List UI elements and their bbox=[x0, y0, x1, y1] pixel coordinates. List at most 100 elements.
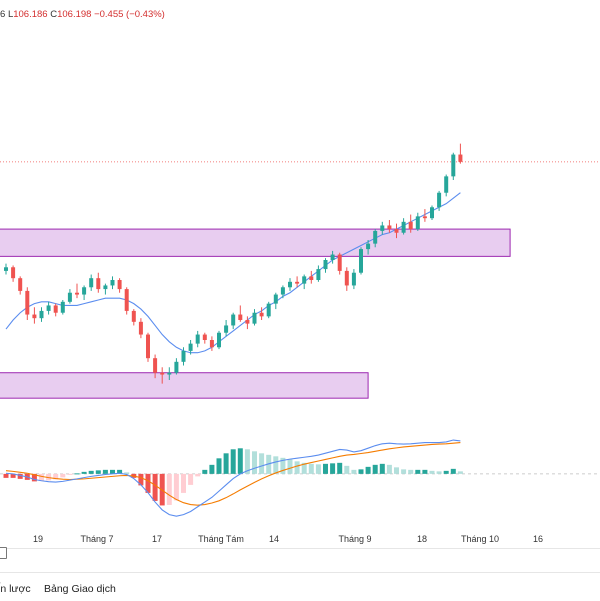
macd-histogram-bar bbox=[330, 463, 336, 474]
candle-body bbox=[25, 290, 30, 315]
macd-histogram-bar bbox=[273, 456, 279, 474]
macd-histogram-bar bbox=[301, 462, 307, 474]
macd-pane[interactable] bbox=[0, 428, 600, 528]
candle-body bbox=[167, 372, 172, 375]
macd-histogram-bar bbox=[386, 464, 392, 474]
macd-histogram-bar bbox=[152, 473, 158, 501]
candle-body bbox=[366, 243, 371, 250]
macd-histogram-bar bbox=[230, 449, 236, 474]
ohlc-legend: 6 L106.186 C106.198 −0.455 (−0.43%) bbox=[0, 9, 165, 20]
candle-body bbox=[451, 154, 456, 177]
candle-body bbox=[302, 276, 307, 284]
candle-body bbox=[4, 267, 8, 271]
macd-histogram-bar bbox=[450, 468, 456, 474]
macd-histogram-bar bbox=[280, 457, 286, 474]
candle-body bbox=[337, 254, 342, 271]
macd-histogram-bar bbox=[344, 465, 350, 474]
candle-body bbox=[344, 270, 349, 286]
macd-histogram-bar bbox=[237, 448, 243, 474]
low-key: L bbox=[7, 9, 14, 20]
candle-body bbox=[323, 260, 328, 270]
candle-body bbox=[217, 332, 221, 348]
macd-histogram-bar bbox=[88, 470, 94, 474]
tab-trading-panel[interactable]: Bảng Giao dịch bbox=[44, 583, 116, 595]
supply-demand-zone bbox=[0, 372, 369, 399]
macd-histogram-bar bbox=[401, 469, 407, 474]
x-tick-label: 16 bbox=[532, 534, 544, 544]
macd-histogram-bar bbox=[394, 467, 399, 474]
calendar-icon[interactable] bbox=[0, 547, 7, 559]
macd-histogram-bar bbox=[429, 470, 435, 474]
candle-body bbox=[32, 314, 37, 319]
macd-histogram-bar bbox=[294, 461, 300, 474]
macd-histogram-bar bbox=[53, 473, 59, 480]
candle-body bbox=[110, 280, 115, 286]
price-pane[interactable] bbox=[0, 0, 600, 430]
candle-body bbox=[408, 221, 413, 230]
macd-histogram-bar bbox=[216, 458, 222, 474]
candle-body bbox=[351, 272, 356, 286]
macd-histogram-bar bbox=[358, 469, 364, 474]
macd-histogram-bar bbox=[337, 462, 343, 474]
macd-histogram-bar bbox=[173, 473, 179, 501]
candle-body bbox=[430, 207, 434, 219]
change-value: −0.455 (−0.43%) bbox=[94, 9, 165, 20]
candle-body bbox=[280, 287, 285, 295]
macd-histogram-bar bbox=[110, 469, 115, 474]
candle-body bbox=[124, 289, 129, 311]
macd-histogram-bar bbox=[95, 470, 101, 474]
macd-histogram-bar bbox=[287, 459, 293, 474]
macd-histogram-bar bbox=[81, 471, 87, 474]
macd-histogram-bar bbox=[202, 469, 208, 474]
macd-histogram-bar bbox=[422, 469, 428, 474]
candle-body bbox=[18, 278, 23, 291]
macd-histogram-bar bbox=[457, 471, 463, 474]
macd-line bbox=[5, 439, 461, 517]
candle-body bbox=[89, 278, 94, 288]
macd-histogram-bar bbox=[259, 453, 265, 474]
moving-average-line bbox=[5, 192, 461, 354]
macd-histogram-bar bbox=[244, 449, 250, 474]
macd-histogram-bar bbox=[195, 473, 201, 477]
candle-body bbox=[330, 254, 335, 260]
macd-histogram-bar bbox=[308, 463, 314, 474]
macd-histogram-bar bbox=[39, 473, 44, 481]
macd-histogram-bar bbox=[145, 473, 151, 493]
time-axis[interactable]: 19 Tháng 7 17 Tháng Tám 14 Tháng 9 18 Tháng 10 1… bbox=[0, 528, 600, 548]
axis-separator bbox=[0, 548, 600, 549]
candle-body bbox=[380, 225, 385, 231]
macd-histogram-bar bbox=[443, 470, 449, 474]
candle-body bbox=[188, 343, 193, 351]
x-tick-label: 18 bbox=[416, 534, 428, 544]
x-tick-label: Tháng Tám bbox=[198, 534, 244, 544]
macd-histogram-bar bbox=[74, 473, 80, 475]
candle-body bbox=[245, 320, 250, 324]
candle-body bbox=[202, 334, 207, 340]
x-tick-label: 14 bbox=[268, 534, 280, 544]
candle-body bbox=[117, 280, 122, 290]
candle-body bbox=[195, 334, 200, 344]
candle-body bbox=[174, 361, 179, 373]
candle-body bbox=[209, 340, 214, 348]
candle-body bbox=[373, 230, 378, 244]
macd-histogram-bar bbox=[188, 473, 194, 485]
candle-body bbox=[11, 267, 16, 279]
candle-body bbox=[458, 154, 463, 162]
macd-histogram-bar bbox=[166, 473, 172, 505]
macd-histogram-bar bbox=[323, 463, 328, 474]
macd-histogram-bar bbox=[252, 451, 257, 474]
ohlc-prefix: 6 bbox=[0, 9, 6, 20]
macd-histogram-bar bbox=[379, 463, 385, 474]
x-tick-label: Tháng 9 bbox=[338, 534, 372, 544]
candle-body bbox=[273, 294, 278, 304]
macd-histogram-bar bbox=[67, 473, 73, 475]
macd-histogram-bar bbox=[209, 464, 215, 474]
x-tick-label: 19 bbox=[32, 534, 44, 544]
candle-body bbox=[60, 301, 65, 313]
candle-body bbox=[437, 192, 442, 208]
macd-histogram-bar bbox=[181, 473, 186, 493]
candle-body bbox=[238, 314, 243, 320]
tab-strategy[interactable]: ĺn lược bbox=[0, 583, 31, 595]
macd-histogram-bar bbox=[17, 473, 23, 479]
